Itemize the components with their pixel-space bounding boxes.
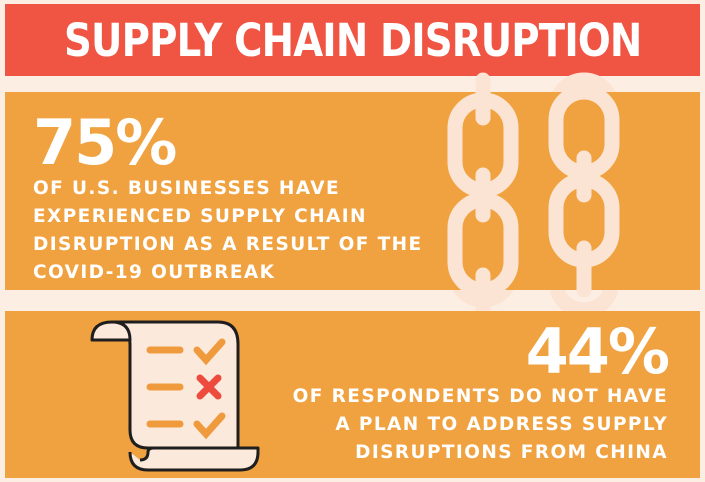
stat-description-44: OF RESPONDENTS DO NOT HAVE A PLAN TO ADD… bbox=[293, 383, 668, 467]
stat-line: DISRUPTIONS FROM CHINA bbox=[355, 442, 668, 463]
title-banner: SUPPLY CHAIN DISRUPTION bbox=[5, 4, 700, 76]
stat-line: COVID-19 OUTBREAK bbox=[33, 262, 276, 283]
page-title: SUPPLY CHAIN DISRUPTION bbox=[63, 13, 642, 67]
stat-line: EXPERIENCED SUPPLY CHAIN bbox=[33, 206, 367, 227]
stat-line: DISRUPTION AS A RESULT OF THE bbox=[33, 234, 423, 255]
stat-value-44: 44% bbox=[525, 315, 670, 388]
stat-line: OF U.S. BUSINESSES HAVE bbox=[33, 178, 341, 199]
stat-value-75: 75% bbox=[33, 106, 177, 179]
stat-line: A PLAN TO ADDRESS SUPPLY bbox=[335, 414, 668, 435]
stat-description-75: OF U.S. BUSINESSES HAVE EXPERIENCED SUPP… bbox=[33, 175, 423, 287]
stat-line: OF RESPONDENTS DO NOT HAVE bbox=[292, 386, 668, 407]
